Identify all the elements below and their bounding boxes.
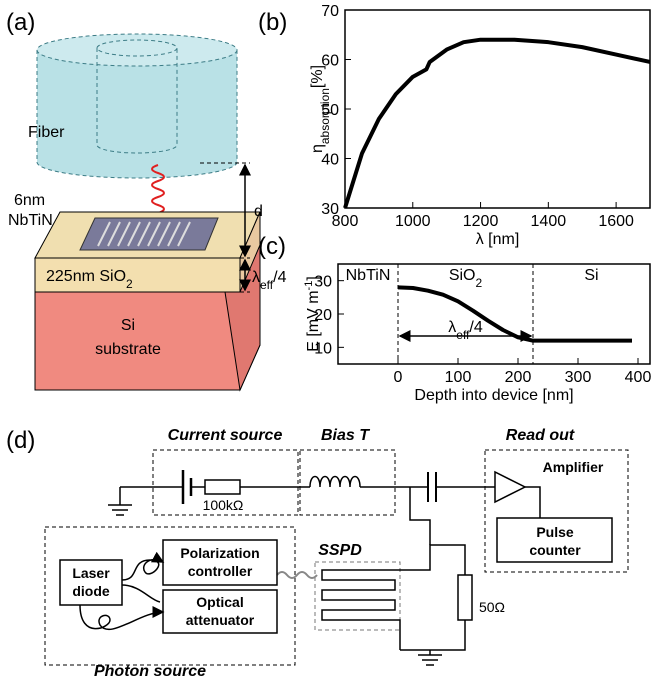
- y-label-part: E [mV m: [305, 290, 322, 351]
- region-label: Si: [584, 267, 598, 284]
- x-tick-label: 1600: [598, 213, 634, 230]
- subscript: eff: [260, 278, 274, 292]
- label-part: λ: [448, 319, 456, 336]
- label: 6nm: [14, 192, 45, 209]
- label: Current source: [168, 427, 283, 444]
- y-label-part: absorption: [318, 88, 332, 144]
- region-label: SiO2: [449, 267, 483, 290]
- x-tick-label: 1200: [463, 213, 499, 230]
- text: /4: [273, 269, 286, 286]
- label: NbTiN: [8, 212, 53, 229]
- x-tick-label: 1000: [395, 213, 431, 230]
- y-tick-label: 70: [321, 3, 339, 20]
- subscript: 2: [126, 277, 133, 291]
- label: Polarization: [180, 545, 259, 561]
- x-tick-label: 400: [625, 369, 652, 386]
- x-tick-label: 0: [394, 369, 403, 386]
- x-axis-label: Depth into device [nm]: [414, 387, 573, 404]
- label: substrate: [95, 341, 161, 358]
- y-tick-label: 30: [321, 201, 339, 218]
- data-line: [398, 287, 632, 340]
- label-part: Si: [584, 267, 598, 284]
- device-sketch: [35, 34, 260, 390]
- quarter-label: λeff/4: [448, 319, 483, 342]
- label: 50Ω: [479, 599, 505, 615]
- symbol: λ: [252, 269, 260, 286]
- panel-label: (a): [6, 9, 35, 36]
- y-label-part: -1: [303, 281, 315, 291]
- y-label-part: η: [309, 144, 326, 153]
- label: counter: [529, 542, 581, 558]
- label: attenuator: [186, 612, 255, 628]
- label: SSPD: [318, 542, 362, 559]
- panel-label: (c): [258, 233, 286, 260]
- label: controller: [188, 563, 253, 579]
- x-tick-label: 300: [565, 369, 592, 386]
- x-tick-label: 200: [505, 369, 532, 386]
- panel-label: (d): [6, 427, 35, 454]
- label: Laser: [72, 565, 110, 581]
- text: 225nm SiO: [46, 268, 126, 285]
- region-label: NbTiN: [346, 267, 391, 284]
- label-part: SiO: [449, 267, 476, 284]
- y-tick-label: 40: [321, 152, 339, 169]
- label: d: [254, 203, 263, 220]
- label-part: 2: [475, 276, 482, 290]
- label-part: eff: [456, 328, 470, 342]
- x-axis-label: λ [nm]: [476, 231, 520, 248]
- label: diode: [72, 583, 110, 599]
- label: Pulse: [536, 524, 574, 540]
- label: Si: [121, 317, 135, 334]
- x-tick-label: 100: [445, 369, 472, 386]
- label: Read out: [506, 427, 575, 444]
- data-line: [345, 40, 650, 208]
- panel-label: (b): [258, 9, 287, 36]
- label: Amplifier: [543, 459, 604, 475]
- label: 100kΩ: [203, 497, 244, 513]
- label: Optical: [196, 594, 243, 610]
- figure: (a) (b) (c) (d) Fiber 6nm NbTiN 225nm Si…: [0, 0, 652, 680]
- y-label-part: ]: [305, 276, 322, 280]
- label: Bias T: [321, 427, 370, 444]
- label: Photon source: [94, 663, 206, 680]
- x-tick-label: 1400: [531, 213, 567, 230]
- y-label-part: [%]: [309, 65, 326, 88]
- label: Fiber: [28, 124, 65, 141]
- label-part: NbTiN: [346, 267, 391, 284]
- label-part: /4: [469, 319, 482, 336]
- y-axis-label: ηabsorption[%]: [309, 65, 332, 153]
